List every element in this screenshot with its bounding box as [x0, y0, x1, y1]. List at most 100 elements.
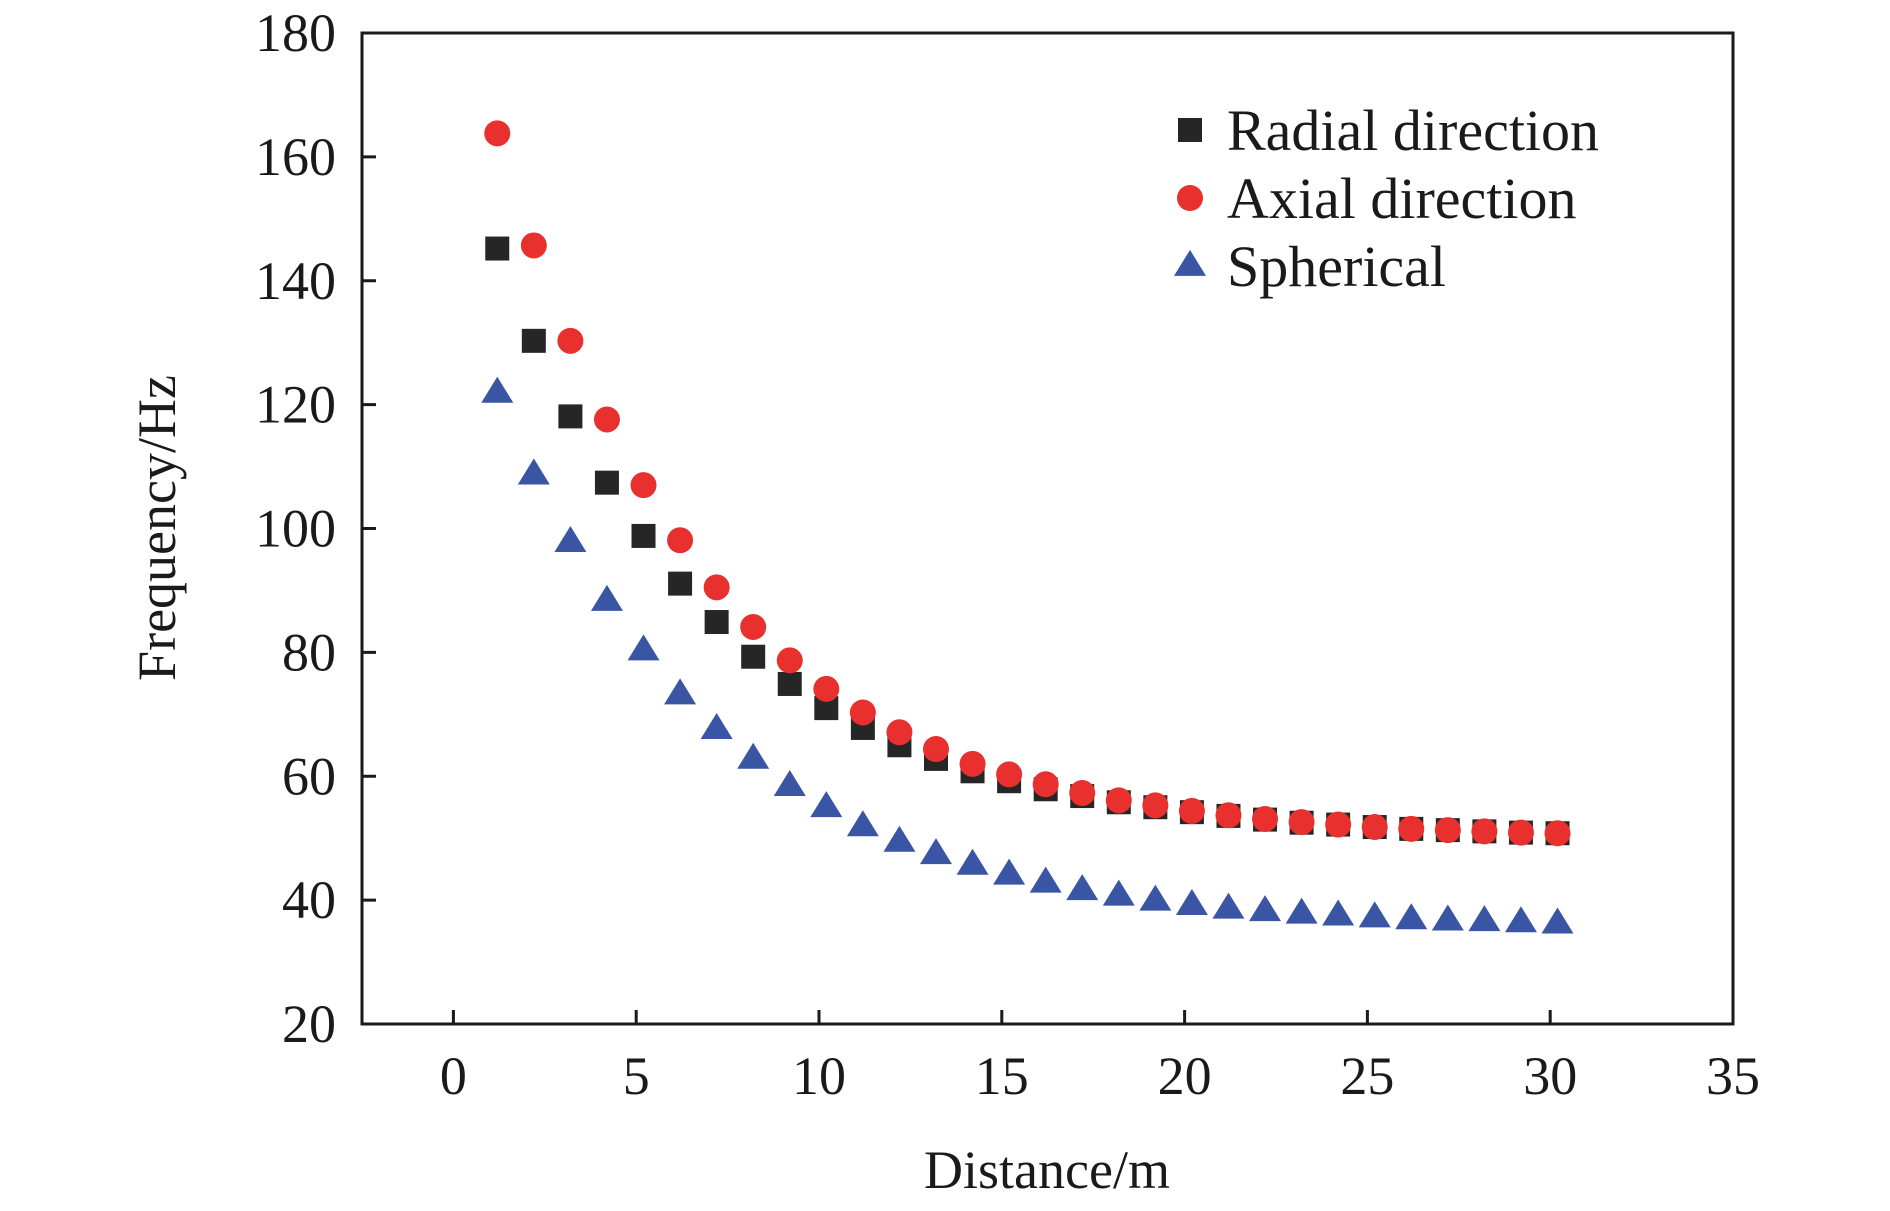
data-point — [959, 750, 986, 777]
data-point — [704, 610, 729, 635]
legend-item: Axial direction — [1177, 166, 1577, 231]
data-point — [1142, 792, 1169, 819]
data-point — [557, 327, 584, 354]
y-tick-label: 40 — [282, 870, 336, 930]
legend-marker — [1177, 185, 1203, 211]
data-point — [777, 671, 802, 696]
data-point — [1434, 817, 1461, 844]
y-tick-label: 120 — [255, 375, 336, 435]
y-tick-label: 180 — [255, 3, 336, 63]
data-point — [1285, 897, 1318, 924]
data-point — [741, 644, 766, 669]
data-point — [484, 120, 511, 147]
data-point — [813, 675, 840, 702]
y-tick-label: 60 — [282, 746, 336, 806]
legend-marker — [1178, 118, 1202, 142]
data-point — [773, 770, 806, 797]
data-point — [485, 236, 510, 261]
data-point — [667, 527, 694, 554]
data-point — [520, 232, 547, 259]
data-point — [1504, 906, 1537, 933]
data-point — [886, 719, 913, 746]
data-point — [1066, 874, 1099, 901]
data-point — [1358, 901, 1391, 928]
series-square — [485, 236, 1570, 846]
data-point — [1395, 903, 1428, 930]
data-point — [1212, 892, 1245, 919]
legend-label: Radial direction — [1227, 98, 1599, 163]
x-tick-label: 0 — [440, 1046, 467, 1106]
data-point — [737, 742, 770, 769]
data-point — [1175, 888, 1208, 915]
data-point — [1507, 819, 1534, 846]
data-point — [664, 678, 697, 705]
data-point — [1029, 866, 1062, 893]
x-tick-label: 30 — [1523, 1046, 1577, 1106]
data-point — [919, 838, 952, 865]
data-point — [1139, 884, 1172, 911]
data-point — [1069, 779, 1096, 806]
data-point — [1468, 905, 1501, 932]
data-point — [554, 526, 587, 553]
data-point — [1249, 895, 1282, 922]
data-point — [1102, 879, 1135, 906]
series-circle — [484, 120, 1571, 847]
data-point — [1215, 802, 1242, 829]
data-point — [627, 634, 660, 661]
data-point — [1178, 797, 1205, 824]
legend-item: Spherical — [1174, 234, 1446, 299]
x-tick-label: 10 — [792, 1046, 846, 1106]
data-point — [521, 328, 546, 353]
data-point — [922, 735, 949, 762]
data-point — [668, 571, 693, 596]
data-point — [1541, 907, 1574, 934]
x-tick-label: 15 — [975, 1046, 1029, 1106]
data-point — [1288, 809, 1315, 836]
legend-marker — [1174, 249, 1206, 276]
legend-label: Spherical — [1227, 234, 1446, 299]
data-point — [703, 574, 730, 601]
data-point — [1032, 771, 1059, 798]
data-point — [740, 613, 767, 640]
data-point — [846, 810, 879, 837]
x-axis-title: Distance/m — [924, 1140, 1170, 1200]
data-point — [1398, 815, 1425, 842]
data-point — [1105, 787, 1132, 814]
legend-item: Radial direction — [1178, 98, 1599, 163]
data-point — [558, 404, 583, 429]
y-tick-label: 80 — [282, 622, 336, 682]
y-tick-label: 20 — [282, 994, 336, 1054]
data-point — [1252, 805, 1279, 832]
data-point — [1361, 814, 1388, 841]
x-tick-label: 35 — [1706, 1046, 1760, 1106]
data-point — [1431, 904, 1464, 931]
data-point — [1471, 818, 1498, 845]
y-axis-title: Frequency/Hz — [127, 375, 187, 681]
data-point — [590, 584, 623, 611]
y-tick-label: 100 — [255, 499, 336, 559]
y-tick-label: 140 — [255, 251, 336, 311]
data-point — [993, 858, 1026, 885]
data-point — [996, 761, 1023, 788]
data-point — [630, 472, 657, 499]
data-point — [883, 825, 916, 852]
data-point — [1325, 811, 1352, 838]
data-point — [700, 713, 733, 740]
data-point — [956, 848, 989, 875]
axis-ticks: 0 5 10 15 20 25 30 35 20 40 60 80 100 120 140 160 180 — [255, 3, 1760, 1106]
data-point — [481, 376, 514, 403]
data-point — [593, 406, 620, 433]
y-tick-label: 160 — [255, 127, 336, 187]
data-point — [849, 699, 876, 726]
series-triangle — [481, 376, 1574, 934]
data-point — [594, 470, 619, 495]
x-tick-label: 5 — [623, 1046, 650, 1106]
data-point — [810, 791, 843, 818]
data-point — [1322, 899, 1355, 926]
data-point — [1544, 820, 1571, 847]
legend-label: Axial direction — [1227, 166, 1577, 231]
data-point — [776, 647, 803, 674]
data-point — [517, 458, 550, 485]
